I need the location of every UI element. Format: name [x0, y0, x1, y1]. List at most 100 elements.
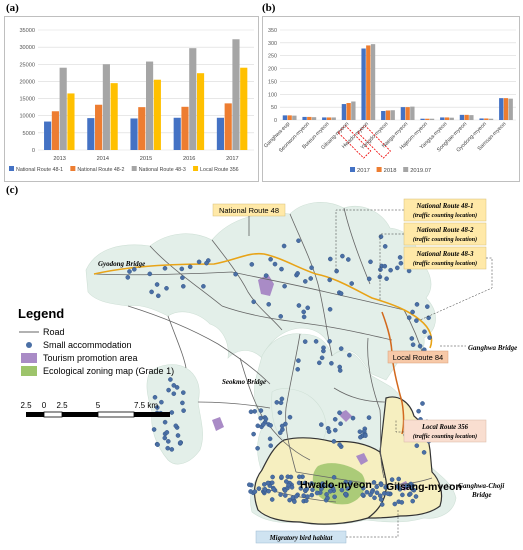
map-legend: Legend Road Small accommodation Tourism …: [18, 306, 174, 377]
chart-b-bars: [282, 44, 513, 121]
b-bar-2018-gyodong-myeon: [484, 118, 489, 120]
scale-label: 2.5: [20, 401, 32, 410]
accommodation-dot: [371, 480, 377, 485]
a-legend-swatch: [131, 166, 137, 171]
b-y-tick-label: 150: [268, 79, 277, 85]
accommodation-dot: [327, 338, 332, 344]
accommodation-dot: [162, 435, 168, 441]
chart-a-bars: [44, 39, 248, 150]
accommodation-dot: [304, 486, 310, 492]
legend-row-ecological: Ecological zoning map (Grade 1): [18, 364, 174, 377]
national-route-48: [93, 252, 433, 349]
scale-bar: 2.5 0 2.5 5 7.5 km: [20, 401, 170, 418]
a-bar-national-route-48-2-2016: [181, 106, 189, 150]
panel-label-c: (c): [6, 184, 19, 196]
accommodation-dot: [332, 494, 337, 500]
a-x-tick-label: 2017: [226, 156, 238, 162]
accommodation-dot: [420, 401, 425, 406]
accommodation-dot: [357, 429, 363, 434]
b-y-tick-label: 300: [268, 41, 277, 47]
accommodation-dot: [279, 474, 284, 480]
accommodation-dot: [270, 474, 275, 480]
svg-text:Local Route 356: Local Route 356: [421, 424, 469, 431]
accommodation-dot: [378, 234, 384, 240]
accommodation-dot: [327, 277, 333, 283]
accommodation-dot: [366, 415, 372, 420]
a-bar-national-route-48-1-2013: [44, 121, 52, 150]
b-bar-2017-naega-myeon: [400, 107, 406, 120]
accommodation-dot: [410, 342, 416, 347]
a-y-tick-label: 20000: [19, 79, 35, 85]
chart-a-legend: National Route 48-1 National Route 48-2 Na…: [9, 166, 239, 173]
accommodation-dot: [164, 286, 169, 291]
accommodation-dot: [277, 410, 283, 415]
accommodation-dot: [310, 487, 315, 493]
accommodation-dot: [331, 474, 337, 480]
accommodation-dot: [327, 488, 333, 494]
accommodation-dot: [171, 383, 177, 388]
accommodation-dot: [331, 439, 337, 444]
b-bar-2018-yangsa-myeon: [444, 117, 450, 120]
accommodation-dot: [302, 279, 308, 284]
accommodation-dot: [246, 482, 252, 488]
accommodation-dot: [410, 498, 416, 504]
tourism-area-south1: [356, 453, 368, 465]
accommodation-dot: [175, 433, 181, 438]
accommodation-dot: [410, 487, 416, 492]
a-legend-label: National Route 48-2: [77, 167, 124, 173]
tourism-swatch-icon: [18, 352, 40, 363]
a-y-tick-label: 35000: [19, 28, 35, 34]
label-choji-bridge-2: Bridge: [471, 491, 491, 499]
accommodation-dot: [382, 244, 388, 249]
b-bar-2018-bureun-myeon: [326, 117, 332, 120]
b-bar-2017-samsan-myeon: [499, 98, 504, 120]
accommodation-dot: [154, 405, 160, 410]
callout-migratory: Migratory bird habitat: [255, 510, 399, 544]
b-bar-2019.07-songhae-myeon: [469, 115, 474, 120]
chart-a-x-ticks: 2013 2014 2015 2016 2017: [53, 156, 238, 162]
a-bar-national-route-48-3-2017: [232, 39, 240, 150]
b-bar-2019.07-hwado-myeon: [370, 44, 376, 121]
accommodation-dot: [372, 495, 377, 501]
accommodation-dot: [296, 238, 301, 244]
accommodation-dot: [368, 259, 373, 265]
accommodation-dot: [378, 482, 384, 488]
accommodation-dot: [424, 304, 430, 309]
a-bar-local-route-356-2013: [67, 93, 75, 150]
accommodation-dot: [251, 431, 256, 437]
a-x-tick-label: 2014: [97, 156, 109, 162]
accommodation-dot: [204, 260, 209, 266]
accommodation-dot: [368, 492, 373, 498]
accommodation-dot: [179, 266, 185, 272]
b-legend-label: 2019.07: [410, 168, 431, 174]
accommodation-dot: [282, 488, 288, 493]
b-bar-2017-gilsang-myeon: [341, 104, 347, 120]
accommodation-dot: [248, 489, 253, 494]
accommodation-dot: [350, 415, 356, 421]
label-gyodong-bridge: Gyodong Bridge: [98, 260, 145, 268]
accommodation-dot: [392, 501, 398, 507]
a-bar-national-route-48-3-2015: [146, 61, 154, 150]
b-bar-2019.07-naega-myeon: [410, 106, 415, 120]
b-legend-label: 2017: [357, 168, 370, 174]
a-bar-national-route-48-2-2013: [51, 111, 59, 150]
accommodation-dot: [248, 409, 254, 415]
ecological-swatch-icon: [18, 365, 40, 376]
accommodation-dot: [173, 423, 179, 429]
accommodation-dot: [399, 500, 405, 505]
accommodation-dot: [324, 492, 329, 497]
a-bar-national-route-48-1-2017: [216, 117, 225, 150]
b-legend-label: 2018: [384, 168, 397, 174]
a-bar-national-route-48-3-2016: [189, 48, 197, 150]
svg-text:Local Route 84: Local Route 84: [393, 353, 443, 362]
accommodation-dot: [171, 391, 177, 396]
accommodation-dot: [165, 445, 170, 451]
accommodation-dot: [378, 497, 384, 502]
a-bar-national-route-48-2-2017: [224, 103, 232, 150]
accommodation-dot: [181, 408, 186, 413]
callout-nr48: National Route 48: [212, 203, 286, 236]
accommodation-dot: [394, 265, 400, 271]
panel-label-b: (b): [262, 2, 276, 14]
tourism-area-west: [212, 417, 224, 431]
